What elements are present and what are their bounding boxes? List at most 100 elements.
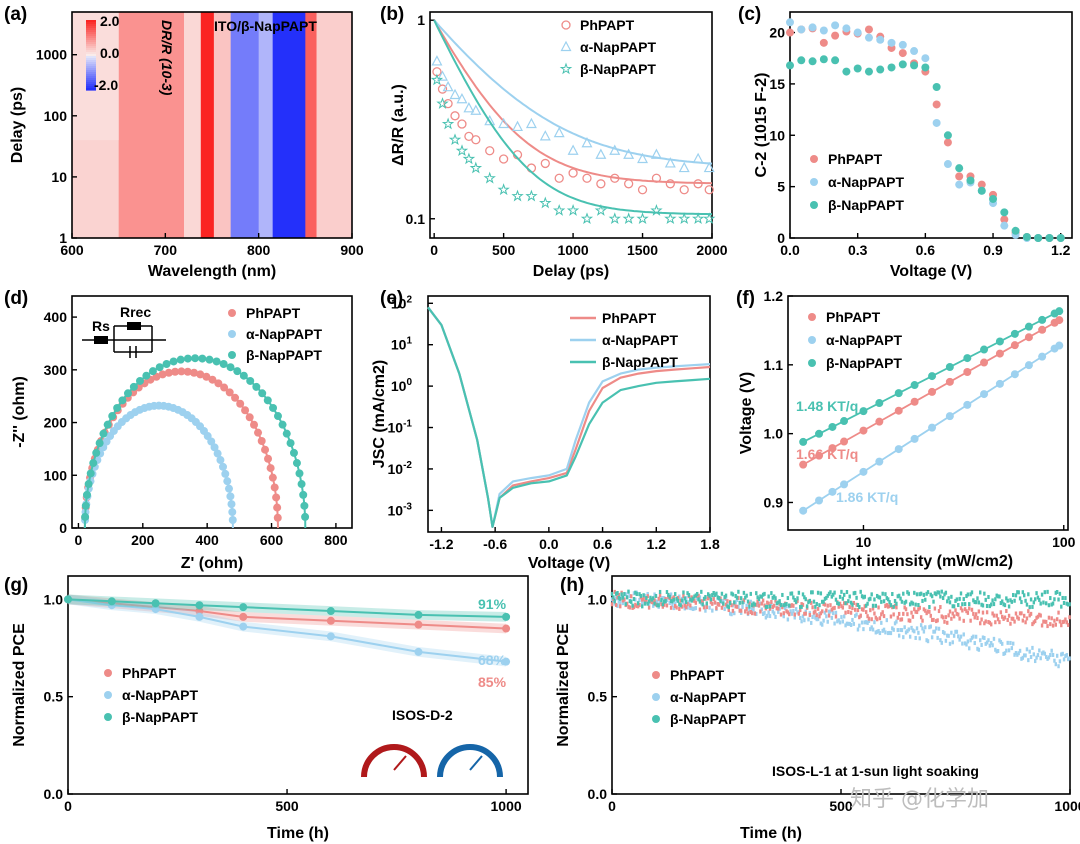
data-point xyxy=(731,592,735,597)
series-line xyxy=(67,598,507,663)
data-point xyxy=(1042,619,1045,624)
data-point xyxy=(469,161,483,174)
data-point xyxy=(966,592,970,597)
data-point xyxy=(649,595,652,600)
data-point xyxy=(772,594,776,599)
y-tick-label: 400 xyxy=(44,309,68,325)
data-point xyxy=(904,599,908,604)
plot-frame xyxy=(71,295,353,529)
data-point xyxy=(892,612,895,617)
data-point xyxy=(919,591,923,596)
data-point xyxy=(697,593,700,598)
data-point xyxy=(755,612,758,617)
data-point xyxy=(836,619,839,624)
data-point xyxy=(665,603,669,608)
y-tick-label: 0.0 xyxy=(44,786,64,802)
data-point xyxy=(158,370,167,379)
data-point xyxy=(797,56,806,65)
data-point xyxy=(616,595,619,600)
data-point xyxy=(286,439,295,448)
x-tick-label: 1000 xyxy=(558,242,589,258)
data-point xyxy=(943,619,946,624)
data-point xyxy=(800,602,803,607)
data-point xyxy=(856,608,860,613)
data-point xyxy=(831,21,840,30)
data-point xyxy=(669,599,673,604)
data-point xyxy=(999,639,1003,644)
data-point xyxy=(984,641,987,646)
data-point xyxy=(1021,590,1025,595)
data-point xyxy=(963,367,972,376)
data-point xyxy=(671,602,674,607)
colorbar-step xyxy=(86,30,96,33)
data-point xyxy=(1058,619,1062,624)
data-point xyxy=(779,612,783,617)
data-point xyxy=(821,622,824,627)
data-point xyxy=(888,630,891,635)
data-point xyxy=(683,606,687,611)
data-point xyxy=(898,40,907,49)
data-point xyxy=(1065,653,1068,658)
data-point xyxy=(1029,655,1033,660)
data-point xyxy=(796,596,799,601)
data-point xyxy=(772,603,776,608)
data-point xyxy=(785,609,788,614)
heatmap-band xyxy=(272,12,306,238)
x-tick-label: 100 xyxy=(1052,534,1076,550)
data-point xyxy=(858,623,861,628)
data-point xyxy=(786,610,790,615)
data-point xyxy=(1038,325,1047,334)
data-point xyxy=(957,603,960,608)
slope-label: 1.48 KT/q xyxy=(796,398,858,414)
data-point xyxy=(744,609,747,614)
panel-label: (a) xyxy=(4,4,27,25)
data-point xyxy=(843,592,846,597)
data-point xyxy=(998,594,1001,599)
data-point xyxy=(624,602,627,607)
y-tick-label: 1 xyxy=(59,230,67,246)
data-point xyxy=(899,596,902,601)
data-point xyxy=(246,376,255,385)
data-point xyxy=(950,630,953,635)
data-point xyxy=(929,624,932,629)
data-point xyxy=(657,603,660,608)
data-point xyxy=(108,412,117,421)
legend-label: PhPAPT xyxy=(122,665,177,681)
data-point xyxy=(952,633,956,638)
data-point xyxy=(990,622,993,627)
data-point xyxy=(661,596,665,601)
data-point xyxy=(759,601,762,606)
data-point xyxy=(190,368,199,377)
data-point xyxy=(719,596,722,601)
x-tick-label: 0.6 xyxy=(916,242,936,258)
final-value-label: 68% xyxy=(478,652,507,668)
data-point xyxy=(273,513,282,522)
data-point xyxy=(216,456,225,465)
data-point xyxy=(118,396,127,405)
data-point xyxy=(935,592,938,597)
data-point xyxy=(646,592,649,597)
data-point xyxy=(625,595,629,600)
data-point xyxy=(840,437,849,446)
legend-marker xyxy=(652,671,660,679)
data-point xyxy=(816,617,820,622)
data-point xyxy=(735,604,739,609)
data-point xyxy=(955,611,959,616)
y-tick-label: 101 xyxy=(391,336,413,353)
data-point xyxy=(1001,641,1004,646)
data-point xyxy=(621,598,625,603)
heatmap-band xyxy=(258,12,274,238)
data-point xyxy=(786,617,790,622)
data-point xyxy=(649,598,652,603)
data-point xyxy=(886,631,890,636)
data-point xyxy=(855,602,858,607)
data-point xyxy=(1045,234,1054,242)
data-point xyxy=(900,599,904,604)
data-point xyxy=(627,604,630,609)
data-point xyxy=(983,621,986,626)
data-point xyxy=(1021,618,1025,623)
data-point xyxy=(647,599,651,604)
data-point xyxy=(525,117,537,129)
data-point xyxy=(892,627,895,632)
data-point xyxy=(799,604,802,609)
